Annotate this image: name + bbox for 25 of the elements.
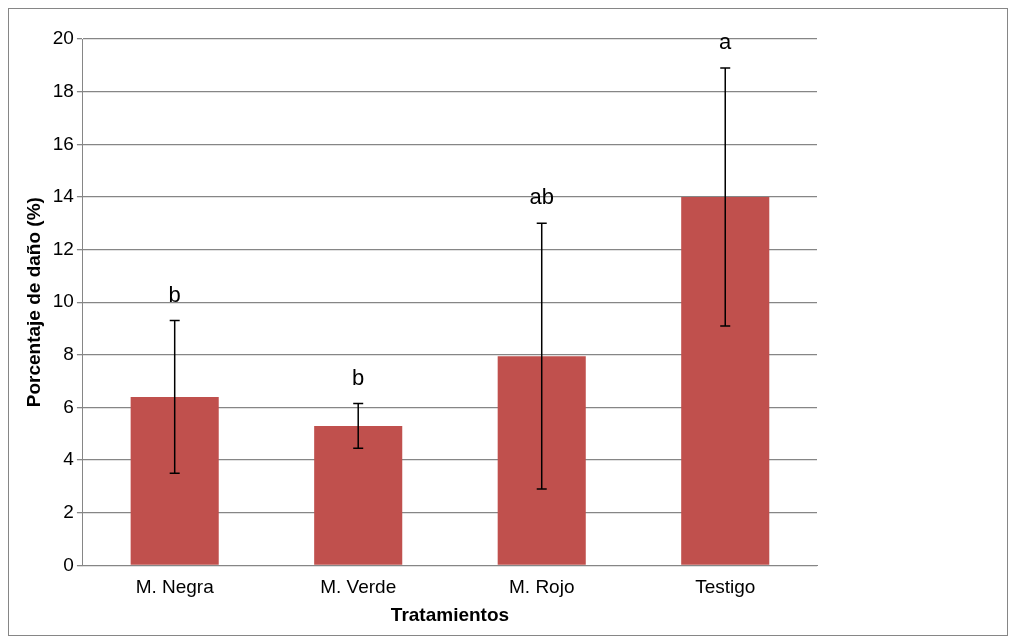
bar (314, 425, 403, 565)
annotation: a (719, 29, 733, 55)
bar (497, 356, 586, 565)
annotation: b (352, 364, 365, 390)
y-tick-label: 6 (63, 395, 74, 417)
y-tick-label: 18 (52, 79, 74, 101)
y-tick-label: 10 (52, 290, 74, 312)
y-tick-label: 14 (52, 185, 75, 207)
y-tick-label: 2 (63, 500, 74, 522)
y-tick-label: 12 (52, 237, 74, 259)
x-axis-title: Tratamientos (390, 603, 510, 625)
annotation: b (168, 281, 181, 307)
x-tick-label: M. Rojo (508, 576, 575, 598)
y-tick-label: 20 (52, 27, 74, 49)
annotation: ab (529, 184, 554, 210)
bar (130, 396, 219, 565)
y-tick-label: 8 (63, 343, 74, 365)
y-tick-label: 4 (63, 448, 75, 470)
x-tick-label: M. Verde (320, 576, 397, 598)
bar (681, 196, 770, 565)
y-axis-title: Porcentaje de daño (%) (22, 197, 44, 408)
x-tick-label: M. Negra (135, 576, 215, 598)
x-tick-label: Testigo (695, 576, 756, 598)
y-tick-label: 16 (52, 132, 74, 154)
y-tick-label: 0 (63, 553, 74, 575)
